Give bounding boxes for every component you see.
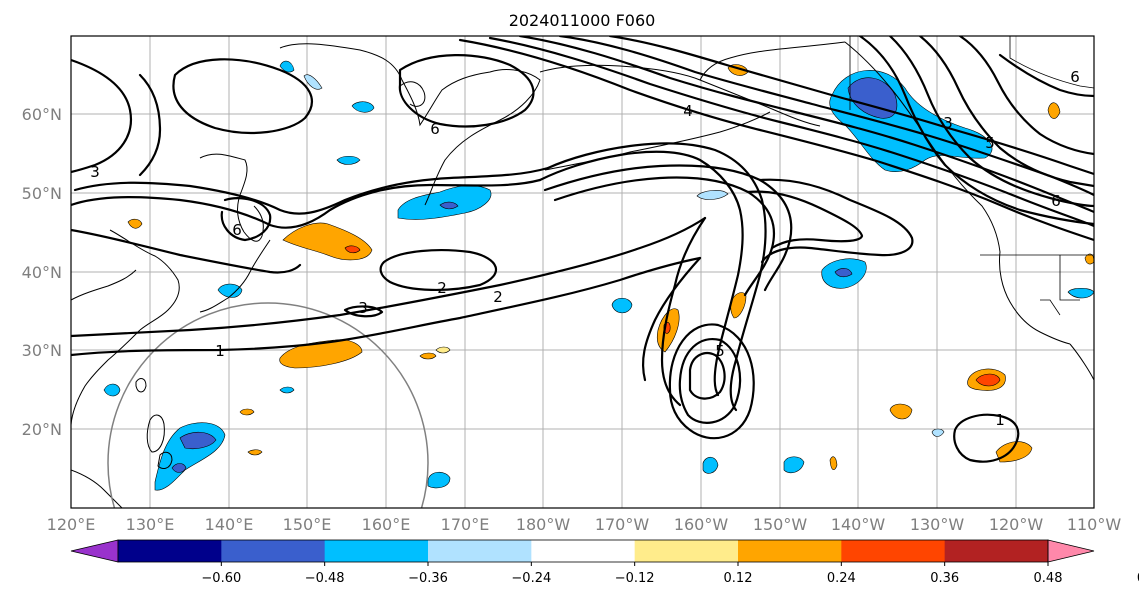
map-area: 1 2 2 3 3 4 5 6 6 3 5 6 6 1 — [71, 36, 1094, 508]
longitude-labels: 120°E 130°E 140°E 150°E 160°E 170°E 180°… — [47, 515, 1122, 534]
lon-label: 150°W — [753, 515, 808, 534]
lon-label: 130°E — [126, 515, 175, 534]
contour-label: 5 — [985, 134, 995, 152]
projection-circle — [107, 302, 429, 508]
colorbar-segment — [428, 540, 532, 562]
contour-label: 6 — [232, 221, 242, 239]
colorbar-segment — [944, 540, 1049, 562]
contour-label: 1 — [995, 411, 1005, 429]
colorbar-ticks: −0.60 −0.48 −0.36 −0.24 −0.12 0.12 0.24 0.36 0.4… — [201, 562, 1139, 586]
colorbar-segment — [531, 540, 636, 562]
contour-label: 3 — [90, 163, 100, 181]
map-frame — [70, 35, 1095, 509]
latitude-labels: 60°N 50°N 40°N 30°N 20°N — [22, 105, 62, 439]
colorbar-tick-label: 0.36 — [930, 571, 959, 586]
colorbar-tick-label: −0.24 — [511, 571, 551, 586]
colorbar-tick-label: 0.12 — [724, 571, 753, 586]
colorbar-tick-label: 0.24 — [827, 571, 856, 586]
lon-label: 160°W — [674, 515, 729, 534]
contour-label: 6 — [430, 120, 440, 138]
colorbar: −0.60 −0.48 −0.36 −0.24 −0.12 0.12 0.24 0.36 0.4… — [70, 539, 1139, 586]
lon-label: 120°W — [989, 515, 1044, 534]
lat-label: 50°N — [22, 184, 62, 203]
lon-label: 160°E — [362, 515, 411, 534]
colorbar-segment — [841, 540, 946, 562]
colorbar-segment — [634, 540, 739, 562]
contour-label: 6 — [1051, 192, 1061, 210]
colorbar-segment — [738, 540, 842, 562]
contour-lines — [71, 36, 1094, 463]
colorbar-extend-low — [70, 539, 119, 563]
lon-label: 140°E — [205, 515, 254, 534]
colorbar-extend-high — [1047, 539, 1095, 563]
colorbar-tick-label: 0.48 — [1034, 571, 1063, 586]
colorbar-segments — [70, 539, 1095, 563]
contour-label: 6 — [1070, 68, 1080, 86]
colorbar-tick-label: −0.12 — [615, 571, 655, 586]
contour-label: 5 — [715, 342, 725, 360]
colorbar-frame — [117, 539, 1049, 563]
colorbar-segment — [221, 540, 326, 562]
colorbar-tick-label: −0.48 — [305, 571, 345, 586]
lon-label: 150°E — [283, 515, 332, 534]
lat-label: 40°N — [22, 263, 62, 282]
lat-label: 30°N — [22, 341, 62, 360]
colorbar-tick-label: −0.36 — [408, 571, 448, 586]
colorbar-tick-label: 0.60 — [1137, 571, 1139, 586]
contour-label: 2 — [493, 288, 503, 306]
lon-label: 130°W — [910, 515, 965, 534]
lat-label: 20°N — [22, 420, 62, 439]
lat-label: 60°N — [22, 105, 62, 124]
lon-label: 170°E — [441, 515, 490, 534]
lon-label: 110°W — [1067, 515, 1122, 534]
colorbar-segment — [324, 540, 429, 562]
colorbar-tick-label: −0.60 — [201, 571, 241, 586]
lon-label: 180°W — [516, 515, 571, 534]
contour-label: 1 — [215, 342, 225, 360]
figure-title: 2024011000 F060 — [509, 11, 656, 30]
contour-labels: 1 2 2 3 3 4 5 6 6 3 5 6 6 1 — [90, 68, 1080, 429]
lon-label: 170°W — [595, 515, 650, 534]
contour-label: 3 — [358, 299, 368, 317]
contour-label: 2 — [437, 279, 447, 297]
filled-contours — [103, 60, 1094, 491]
colorbar-segment — [118, 540, 222, 562]
contour-label: 4 — [683, 102, 693, 120]
lon-label: 120°E — [47, 515, 96, 534]
lon-label: 140°W — [831, 515, 886, 534]
contour-label: 3 — [943, 114, 953, 132]
coastlines — [71, 36, 1094, 508]
